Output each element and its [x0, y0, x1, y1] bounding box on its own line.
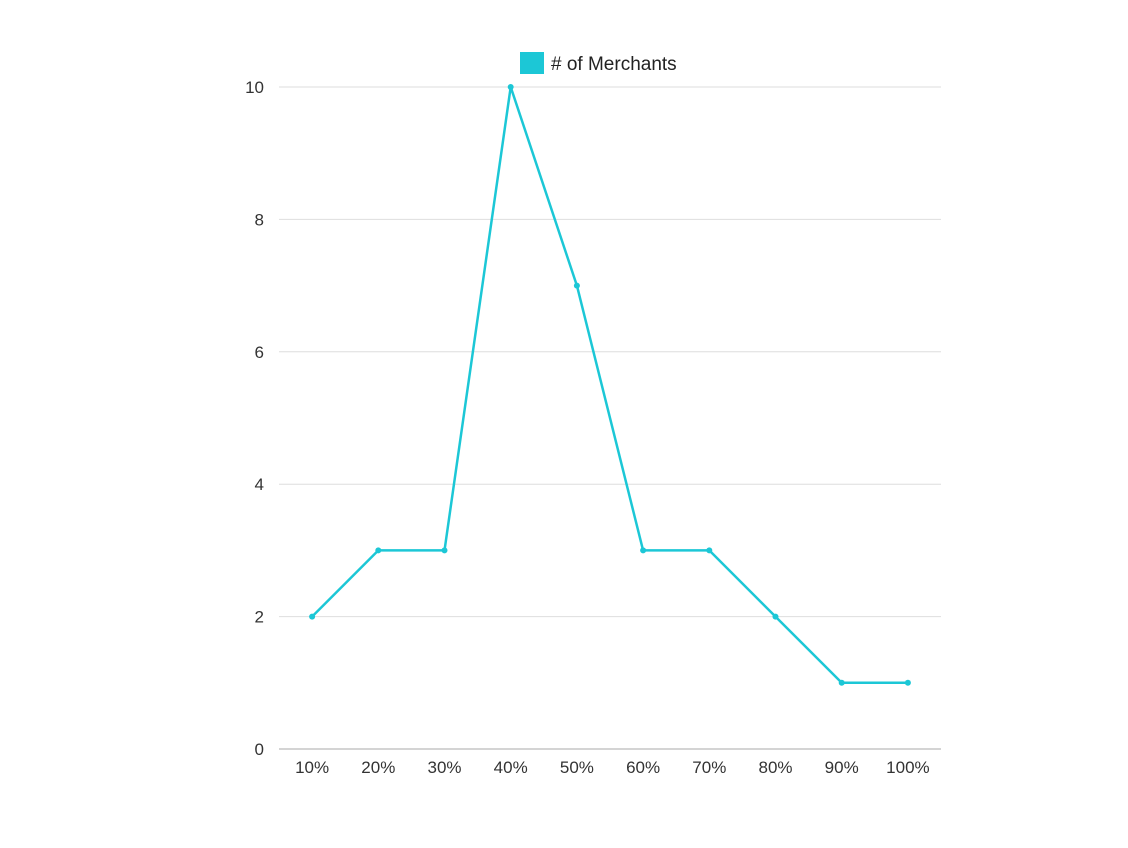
y-tick-label: 2 [255, 608, 264, 627]
legend-swatch [520, 52, 544, 74]
x-tick-label: 100% [886, 758, 929, 777]
x-tick-label: 60% [626, 758, 660, 777]
legend: # of Merchants [520, 52, 677, 75]
x-tick-label: 70% [692, 758, 726, 777]
y-tick-label: 0 [255, 740, 264, 759]
x-tick-label: 40% [494, 758, 528, 777]
y-tick-label: 8 [255, 210, 264, 229]
data-point [772, 613, 779, 620]
series-layer [309, 84, 911, 686]
x-tick-label: 20% [361, 758, 395, 777]
data-point [375, 547, 382, 554]
legend-label: # of Merchants [551, 54, 677, 75]
data-point [904, 679, 911, 686]
x-tick-label: 10% [295, 758, 329, 777]
y-tick-label: 6 [255, 343, 264, 362]
data-point [640, 547, 647, 554]
data-point [573, 282, 580, 289]
x-tick-label: 30% [427, 758, 461, 777]
data-point [838, 679, 845, 686]
y-tick-label: 4 [255, 475, 264, 494]
x-tick-label: 90% [825, 758, 859, 777]
y-tick-label: 10 [245, 78, 264, 97]
data-point [309, 613, 316, 620]
grid-lines [279, 86, 941, 618]
x-tick-label: 80% [758, 758, 792, 777]
x-tick-label: 50% [560, 758, 594, 777]
series-line [311, 85, 908, 685]
x-axis-ticks: 10% 20% 30% 40% 50% 60% 70% 80% 90% 100% [295, 758, 930, 777]
data-point [706, 547, 713, 554]
data-point [441, 547, 448, 554]
data-point [507, 84, 514, 90]
y-axis-ticks: 0 2 4 6 8 10 [245, 78, 264, 759]
